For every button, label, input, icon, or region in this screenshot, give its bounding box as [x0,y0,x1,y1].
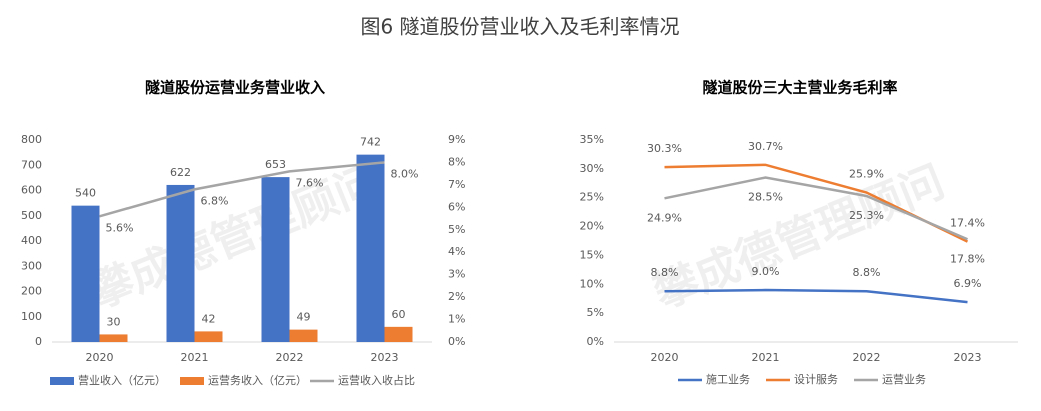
y2-tick-label: 3% [448,268,465,281]
bar [99,334,128,342]
y-tick-label: 0% [587,335,604,348]
y-tick-label: 0 [35,335,42,348]
data-label: 42 [202,312,216,325]
data-label: 17.8% [950,252,985,265]
y2-tick-label: 0% [448,335,465,348]
y-tick-label: 400 [21,234,42,247]
legend-label: 运营务收入（亿元） [208,373,307,387]
y2-tick-label: 8% [448,155,465,168]
data-label: 7.6% [296,176,324,189]
y2-tick-label: 7% [448,178,465,191]
data-label: 30.7% [748,140,783,153]
bar [356,154,385,342]
bar [194,331,223,342]
y-tick-label: 15% [580,248,604,261]
chart-title: 隧道股份三大主营业务毛利率 [702,79,897,97]
y-tick-label: 25% [580,191,604,204]
data-label: 8.8% [853,266,881,279]
data-label: 653 [265,158,286,171]
legend-swatch [180,377,204,385]
data-label: 6.9% [954,277,982,290]
y-tick-label: 700 [21,158,42,171]
x-tick-label: 2023 [954,351,982,364]
data-label: 742 [360,136,381,149]
bar [261,177,290,342]
y-tick-label: 600 [21,184,42,197]
data-label: 25.9% [849,168,884,181]
legend-swatch [50,377,74,385]
figure-title: 图6 隧道股份营业收入及毛利率情况 [360,15,679,39]
bar [289,329,318,342]
data-label: 8.8% [651,266,679,279]
line [664,176,968,241]
legend-label: 运营收入收占比 [338,373,415,387]
y-tick-label: 500 [21,209,42,222]
data-label: 5.6% [106,221,134,234]
bar [384,326,413,342]
y2-tick-label: 5% [448,223,465,236]
line [664,288,968,304]
x-tick-label: 2021 [181,351,209,364]
y-tick-label: 800 [21,133,42,146]
data-label: 8.0% [391,167,419,180]
chart-title: 隧道股份运营业务营业收入 [145,79,325,97]
data-label: 622 [170,166,191,179]
data-label: 24.9% [647,211,682,224]
x-tick-label: 2022 [276,351,304,364]
y-tick-label: 300 [21,259,42,272]
y-tick-label: 35% [580,133,604,146]
x-tick-label: 2020 [86,351,114,364]
bar [71,205,100,342]
y2-tick-label: 2% [448,290,465,303]
y2-tick-label: 9% [448,133,465,146]
x-tick-label: 2021 [752,351,780,364]
data-label: 9.0% [752,265,780,278]
y2-tick-label: 1% [448,313,465,326]
data-label: 540 [75,187,96,200]
y-tick-label: 30% [580,162,604,175]
data-label: 17.4% [950,217,985,230]
y2-tick-label: 6% [448,200,465,213]
data-label: 25.3% [849,209,884,222]
y-tick-label: 5% [587,306,604,319]
data-label: 30.3% [647,142,682,155]
legend-label: 设计服务 [794,373,838,386]
data-label: 30 [107,315,121,328]
x-tick-label: 2020 [651,351,679,364]
y-tick-label: 10% [580,277,604,290]
x-tick-label: 2022 [853,351,881,364]
y-tick-label: 20% [580,220,604,233]
data-label: 6.8% [201,194,229,207]
legend-label: 营业收入（亿元） [78,373,166,387]
y2-tick-label: 4% [448,245,465,258]
line [99,161,385,218]
data-label: 60 [392,308,406,321]
legend-label: 施工业务 [706,373,750,386]
legend-label: 运营业务 [882,372,926,386]
data-label: 28.5% [748,191,783,204]
y-tick-label: 200 [21,285,42,298]
data-label: 49 [297,311,311,324]
y-tick-label: 100 [21,310,42,323]
x-tick-label: 2023 [371,351,399,364]
bar [166,184,195,342]
